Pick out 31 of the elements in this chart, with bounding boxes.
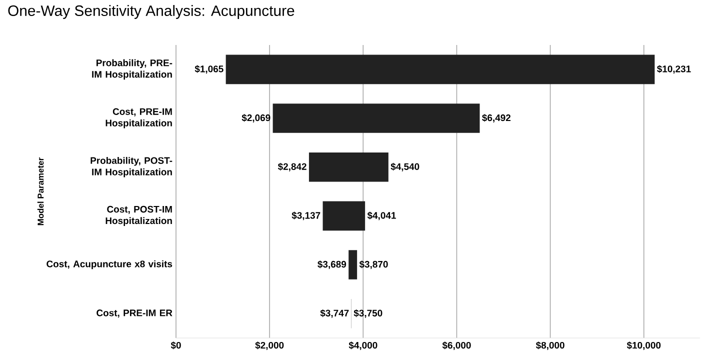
x-tick-label: $4,000 — [348, 342, 378, 350]
annotation: $4,540 — [390, 162, 420, 172]
x-tick-label: $2,000 — [255, 342, 284, 350]
annotation: $3,750 — [354, 309, 382, 318]
y-tick-label: Cost, PRE-IM ER — [96, 310, 172, 318]
y-tick-label: Cost, POST-IM Hospitalization — [106, 206, 172, 226]
bar — [308, 152, 388, 182]
annotation: $6,492 — [482, 114, 511, 123]
y-tick-label: Probability, PRE-IM Hospitalization — [92, 59, 172, 80]
x-tick-label: $6,000 — [442, 342, 471, 350]
y-axis-title: Model Parameter — [37, 158, 44, 226]
annotation: $10,231 — [656, 65, 691, 74]
x-tick-label: $8,000 — [536, 342, 564, 350]
annotation: $3,137 — [292, 212, 320, 220]
bar — [226, 54, 655, 84]
chart-title: One-Way Sensitivity Analysis: Acupuncture — [8, 5, 294, 19]
y-tick-label: Probability, POST-IM Hospitalization — [90, 156, 172, 178]
bar — [348, 250, 358, 280]
annotation: $4,041 — [367, 212, 396, 220]
annotation: $2,069 — [242, 114, 270, 123]
annotation: $3,747 — [320, 309, 349, 318]
annotation: $2,842 — [278, 162, 306, 172]
x-tick-label: $10,000 — [626, 342, 661, 350]
annotation: $3,689 — [318, 260, 346, 270]
bar — [272, 104, 480, 133]
y-tick-label: Cost, PRE-IM Hospitalization — [106, 108, 172, 128]
annotation: $1,065 — [194, 65, 224, 74]
x-tick-label: $0 — [170, 342, 181, 350]
bar — [322, 201, 366, 231]
annotation: $3,870 — [359, 260, 388, 270]
y-tick-label: Cost, Acupuncture x8 visits — [46, 260, 172, 270]
